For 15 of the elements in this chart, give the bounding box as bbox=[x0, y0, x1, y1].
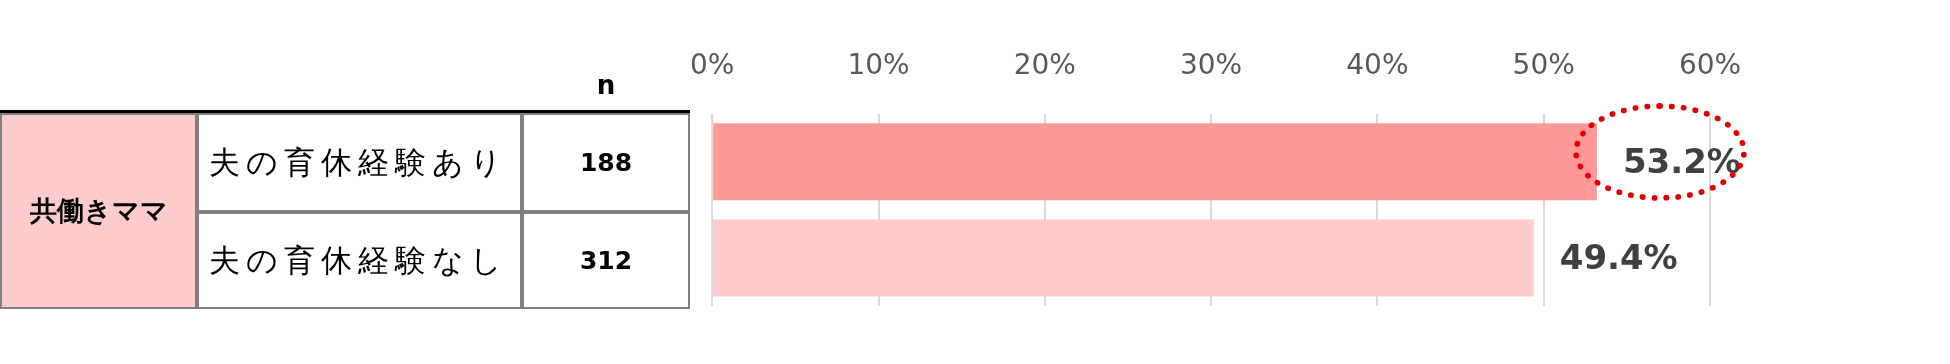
text: 188 bbox=[522, 113, 690, 212]
y-tick-label: 夫の育休経験あり bbox=[197, 113, 522, 212]
text: n bbox=[595, 70, 617, 100]
x-tick-label: 50% bbox=[1512, 48, 1575, 82]
x-tick-label: 30% bbox=[1179, 48, 1243, 82]
text: 312 bbox=[522, 212, 690, 309]
text: 共働きママ bbox=[0, 113, 197, 309]
x-tick-label: 0% bbox=[690, 48, 735, 82]
data-label: 49.4% bbox=[1559, 236, 1678, 277]
x-tick-label: 20% bbox=[1013, 48, 1076, 82]
x-tick-label: 10% bbox=[847, 48, 910, 82]
x-tick-label: 60% bbox=[1678, 48, 1742, 82]
y-tick-label: 夫の育休経験なし bbox=[197, 212, 522, 309]
data-label: 53.2% bbox=[1622, 140, 1741, 181]
x-tick-label: 40% bbox=[1346, 48, 1409, 82]
